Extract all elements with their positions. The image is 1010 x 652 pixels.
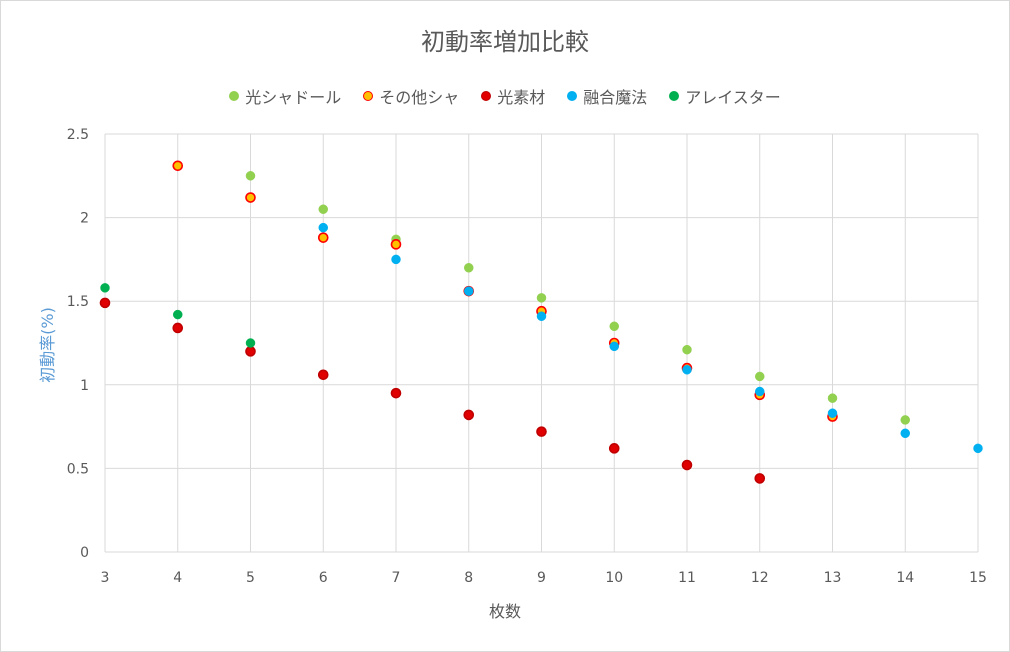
x-tick-label: 11 [678,570,696,586]
x-axis-label: 枚数 [488,602,521,621]
x-tick-label: 5 [246,570,255,586]
y-tick-label: 2 [80,211,89,227]
x-tick-label: 9 [537,570,546,586]
legend-entry-1: その他シャ [363,84,459,108]
data-point-series-4 [245,338,256,348]
x-tick-label: 3 [101,570,110,586]
x-tick-label: 7 [392,570,401,586]
data-point-series-2 [608,443,620,454]
data-point-series-0 [318,204,328,214]
legend-entry-4: アレイスター [669,84,781,108]
data-point-series-0 [755,371,765,382]
data-point-series-2 [172,322,184,334]
x-tick-label: 14 [896,570,914,586]
x-tick-label: 13 [824,570,842,586]
data-point-series-2 [390,387,402,399]
legend-marker [669,91,680,101]
data-point-series-2 [317,369,329,381]
data-point-series-0 [682,344,692,355]
data-point-series-3 [827,408,838,418]
data-point-series-1 [172,160,184,172]
data-point-series-1 [245,192,256,203]
y-tick-label: 2.5 [67,127,89,143]
chart-legend: 光シャドール その他シャ 光素材 融合魔法 アレイスター [0,84,1010,108]
data-point-series-3 [609,341,619,352]
data-point-series-0 [245,171,256,181]
data-point-series-2 [754,473,766,484]
legend-marker [363,91,374,101]
data-point-series-3 [536,311,547,321]
y-tick-label: 1.5 [67,294,89,310]
legend-marker [567,91,578,101]
data-point-series-2 [99,297,111,309]
legend-entry-0: 光シャドール [229,84,341,108]
legend-label: 光シャドール [245,88,342,107]
x-tick-label: 4 [173,570,182,586]
data-point-series-0 [536,293,547,303]
x-tick-label: 6 [319,570,328,586]
data-point-series-1 [317,232,329,243]
data-point-series-3 [755,386,765,397]
data-point-series-2 [681,459,693,471]
data-point-series-4 [173,309,183,320]
legend-label: その他シャ [379,88,460,107]
data-point-series-2 [245,346,256,357]
legend-marker [481,91,492,101]
data-point-series-3 [391,254,401,265]
data-point-series-0 [464,263,474,273]
data-point-series-3 [900,428,910,439]
data-point-series-1 [390,239,402,250]
x-tick-label: 12 [751,570,769,586]
y-tick-label: 0.5 [67,461,89,477]
legend-marker [229,91,240,101]
x-tick-label: 15 [969,570,987,586]
data-point-series-3 [464,286,474,296]
data-point-series-2 [536,426,547,437]
legend-label: 光素材 [497,88,546,107]
data-point-series-4 [100,283,110,293]
legend-entry-2: 光素材 [481,84,545,108]
legend-entry-3: 融合魔法 [567,84,647,108]
y-tick-label: 1 [80,378,89,394]
legend-label: 融合魔法 [583,88,648,107]
data-point-series-0 [827,393,838,403]
x-tick-label: 10 [605,570,623,586]
chart-title: 初動率増加比較 [421,28,589,56]
data-point-series-0 [900,415,910,425]
data-point-series-3 [973,443,983,454]
y-tick-label: 0 [80,545,89,561]
data-point-series-2 [463,409,475,421]
data-point-series-0 [609,321,619,332]
x-tick-label: 8 [464,570,473,586]
legend-label: アレイスター [685,88,781,107]
data-point-series-3 [682,365,692,375]
data-point-series-3 [318,222,328,233]
